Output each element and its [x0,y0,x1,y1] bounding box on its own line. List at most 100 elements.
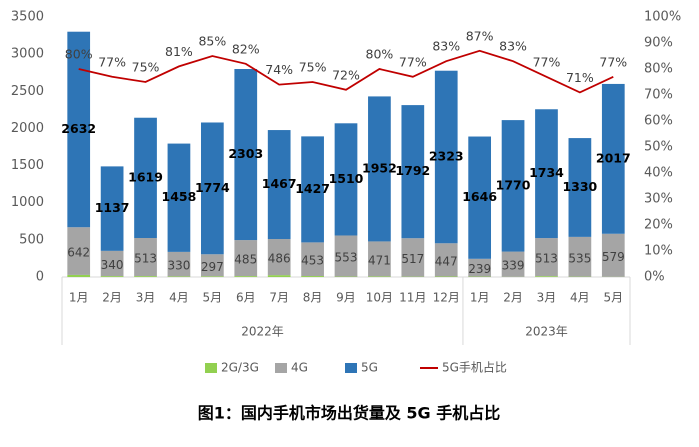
value-label: 1137 [95,200,130,215]
y-tick-label: 500 [19,232,44,247]
bar-segment [167,251,191,277]
legend-label: 4G [291,361,308,375]
value-label: 486 [268,252,291,266]
bar-segment [368,96,391,242]
bar-segment [434,243,458,277]
value-label: 77% [533,54,561,69]
bar-segment [401,105,425,239]
bar-segment [535,276,558,277]
value-label: 447 [435,254,458,268]
bar-segment [267,239,291,276]
bar-segment [468,258,492,277]
x-tick-label: 11月 [399,291,426,305]
y2-tick-label: 90% [644,36,673,51]
bar-segment [134,276,157,277]
value-label: 71% [566,70,594,85]
y2-tick-label: 30% [644,192,673,207]
value-label: 2632 [61,121,96,136]
x-tick-label: 5月 [603,291,623,305]
value-label: 75% [299,60,327,75]
x-tick-label: 7月 [269,291,289,305]
legend-label: 5G手机占比 [442,360,507,375]
bar-segment [200,254,224,277]
bar-segment [368,276,391,277]
value-label: 297 [201,260,224,274]
bar-segment [267,275,291,277]
value-label: 75% [132,60,160,75]
value-label: 85% [198,34,226,49]
value-label: 83% [499,39,527,54]
y-tick-label: 3500 [11,10,44,25]
bar-segment [501,120,525,252]
value-label: 513 [535,252,558,266]
legend-swatch [205,363,217,373]
bar-segment [234,276,258,277]
value-label: 1646 [462,189,497,204]
value-label: 471 [368,253,391,267]
y-tick-label: 1000 [11,195,44,210]
value-label: 81% [165,44,193,59]
y2-tick-label: 60% [644,114,673,129]
value-label: 72% [332,67,360,82]
y2-tick-label: 0% [644,270,665,285]
value-label: 453 [301,254,324,268]
chart-title: 图1：国内手机市场出货量及 5G 手机占比 [198,404,501,423]
legend-swatch [275,363,287,373]
y-tick-label: 2500 [11,84,44,99]
y2-tick-label: 80% [644,62,673,77]
bar-segment [601,83,625,234]
bar-segment [67,227,91,275]
value-label: 1427 [295,181,330,196]
x-tick-label: 12月 [433,291,460,305]
year-label: 2023年 [525,325,568,339]
y-tick-label: 3000 [11,47,44,62]
bar-segment [568,236,592,277]
bar-segment [301,136,324,243]
bar-segment [535,109,558,239]
value-label: 1792 [395,163,430,178]
bar-segment [601,233,625,277]
bar-segment [200,276,224,277]
x-tick-label: 4月 [570,291,590,305]
y2-tick-label: 40% [644,166,673,181]
value-label: 87% [466,28,494,43]
x-tick-label: 4月 [169,291,189,305]
bar-segment [334,123,358,236]
bar-segment [200,122,224,255]
value-label: 77% [98,54,126,69]
x-tick-label: 5月 [203,291,223,305]
value-label: 2323 [429,148,464,163]
value-label: 339 [502,259,525,273]
value-label: 1467 [262,176,297,191]
y2-tick-label: 20% [644,218,673,233]
value-label: 485 [234,253,257,267]
bar-segment [100,250,124,277]
y2-tick-label: 100% [644,10,681,25]
value-label: 2017 [596,150,631,165]
legend-label: 5G [361,361,378,375]
value-label: 517 [401,252,424,266]
value-label: 80% [366,47,394,62]
value-label: 579 [602,250,625,264]
value-label: 77% [599,54,627,69]
value-label: 1330 [562,179,597,194]
value-label: 82% [232,41,260,56]
bar-segment [234,69,258,241]
value-label: 1770 [496,177,531,192]
value-label: 1458 [162,189,197,204]
bar-segment [100,166,124,251]
year-label: 2022年 [241,325,284,339]
y-tick-label: 1500 [11,158,44,173]
value-label: 1619 [128,169,163,184]
value-label: 83% [432,39,460,54]
bar-segment [334,235,358,277]
x-tick-label: 3月 [537,291,557,305]
bar-segment [100,276,124,277]
value-label: 553 [335,251,358,265]
legend-swatch [345,363,357,373]
bar-segment [167,143,191,252]
value-label: 74% [265,62,293,77]
x-tick-label: 9月 [336,291,356,305]
value-label: 513 [134,252,157,266]
